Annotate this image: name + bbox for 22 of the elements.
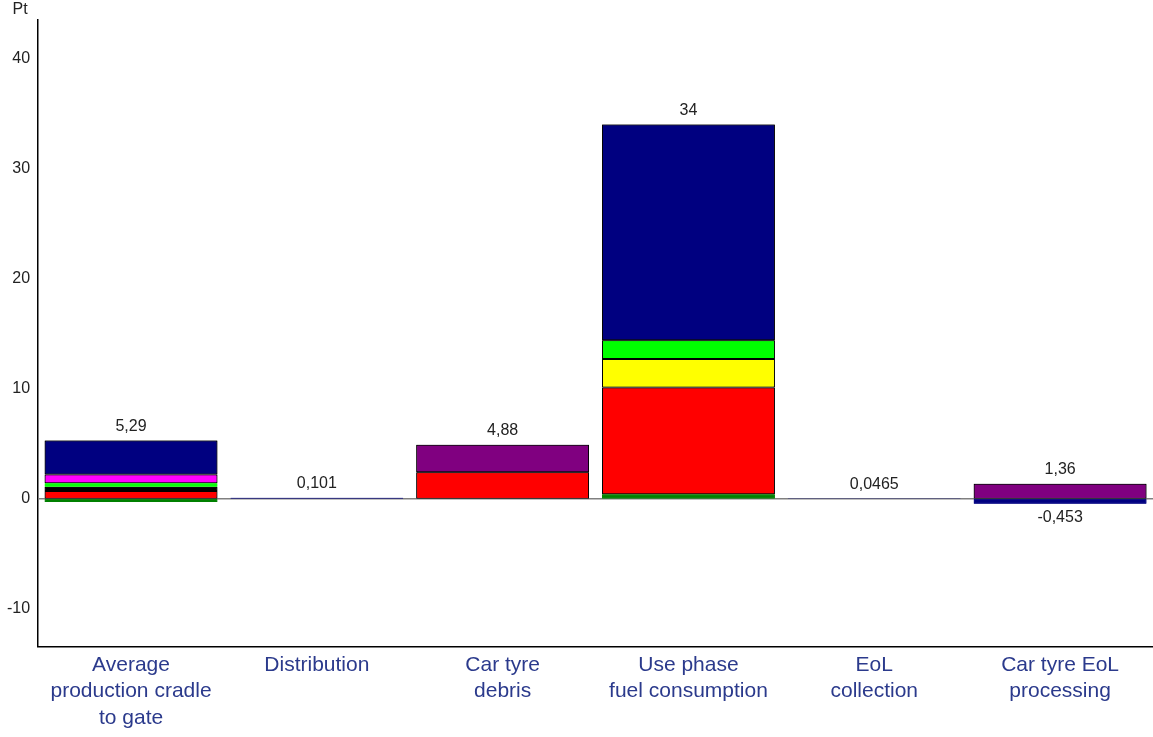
annotation: -0,453 [1037, 508, 1083, 526]
annotation: 0,0465 [849, 474, 899, 492]
annotation: 5,29 [115, 416, 147, 434]
y-tick-label: 10 [12, 379, 31, 397]
y-axis-title: Pt [12, 0, 29, 18]
y-tick-label: -10 [7, 599, 31, 617]
bar [602, 494, 775, 499]
bar [973, 498, 1147, 504]
x-tick-label: Distribution [264, 652, 370, 676]
x-tick-label: EoL collection [830, 652, 919, 702]
x-tick-label: Average production cradle to gate [50, 652, 212, 728]
x-tick-label: Car tyre EoL processing [1001, 652, 1120, 702]
y-tick-label: 40 [12, 48, 31, 66]
annotation: 1,36 [1044, 460, 1076, 478]
x-tick-label: Use phase fuel consumption [609, 652, 768, 702]
annotation: 34 [679, 100, 698, 118]
annotation: 0,101 [296, 474, 337, 492]
y-tick-label: 20 [12, 269, 31, 287]
y-tick-label: 30 [12, 158, 31, 176]
y-tick-label: 0 [21, 489, 31, 507]
x-tick-label: Car tyre debris [465, 652, 540, 702]
annotation: 4,88 [487, 421, 519, 439]
